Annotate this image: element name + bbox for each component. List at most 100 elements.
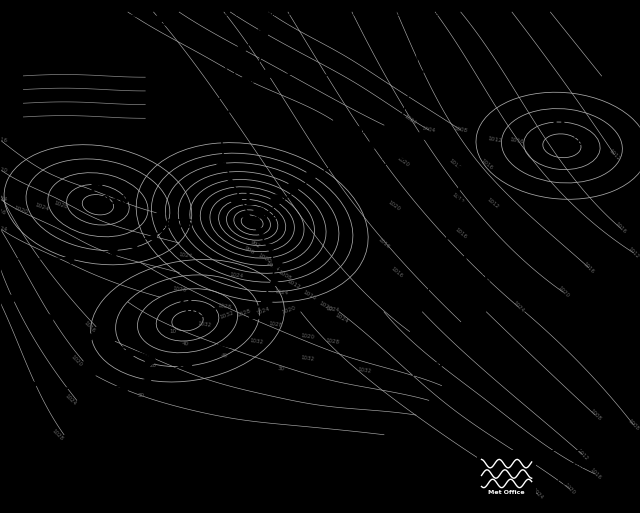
Circle shape	[241, 77, 251, 84]
Polygon shape	[270, 279, 280, 287]
Text: 1030: 1030	[92, 194, 129, 207]
Polygon shape	[239, 81, 248, 87]
Text: H: H	[552, 117, 566, 135]
Polygon shape	[162, 370, 172, 379]
Polygon shape	[143, 446, 152, 453]
Text: 10: 10	[170, 329, 176, 334]
Text: 1028: 1028	[217, 304, 231, 310]
Text: 1012: 1012	[576, 448, 589, 461]
Circle shape	[231, 196, 241, 203]
Text: 40: 40	[31, 63, 40, 72]
Text: 1020: 1020	[13, 205, 29, 214]
Polygon shape	[415, 67, 424, 74]
Polygon shape	[236, 326, 246, 334]
Polygon shape	[118, 384, 129, 392]
Circle shape	[154, 16, 163, 23]
Circle shape	[287, 67, 296, 74]
Text: 1008: 1008	[589, 408, 602, 422]
Polygon shape	[201, 351, 211, 359]
Polygon shape	[441, 248, 450, 255]
Polygon shape	[259, 18, 268, 25]
Text: L: L	[110, 416, 120, 434]
Polygon shape	[417, 51, 426, 58]
Text: 60N: 60N	[8, 87, 22, 92]
Bar	[477, 450, 536, 498]
Text: 1020: 1020	[0, 166, 7, 173]
Polygon shape	[220, 111, 229, 119]
Text: 1016: 1016	[614, 222, 627, 235]
Polygon shape	[125, 443, 133, 449]
Text: 1032: 1032	[300, 355, 314, 362]
Text: 1016: 1016	[390, 266, 404, 279]
Polygon shape	[446, 232, 456, 239]
Text: 1016: 1016	[0, 206, 6, 215]
Text: in kt for 4.0 hPa intervals: in kt for 4.0 hPa intervals	[28, 54, 134, 63]
Text: L: L	[435, 191, 445, 209]
Polygon shape	[28, 381, 38, 389]
Text: 25: 25	[54, 123, 63, 131]
Polygon shape	[405, 100, 414, 107]
Polygon shape	[230, 61, 240, 67]
Polygon shape	[240, 211, 250, 218]
Text: 1032: 1032	[358, 367, 372, 374]
Text: 70N: 70N	[8, 73, 22, 79]
Text: 40: 40	[220, 353, 228, 359]
Circle shape	[44, 315, 53, 323]
Polygon shape	[456, 200, 465, 207]
Polygon shape	[184, 22, 193, 29]
Text: Geostrophic wind scale: Geostrophic wind scale	[17, 44, 145, 53]
Polygon shape	[454, 150, 464, 156]
Text: 1004: 1004	[265, 261, 280, 272]
Polygon shape	[459, 183, 468, 190]
Text: 1032: 1032	[220, 310, 235, 320]
Polygon shape	[435, 264, 445, 271]
Polygon shape	[128, 242, 137, 250]
Polygon shape	[65, 257, 75, 264]
Circle shape	[221, 86, 230, 94]
Text: 1020: 1020	[318, 300, 333, 312]
Polygon shape	[201, 447, 209, 453]
Polygon shape	[413, 34, 423, 42]
Polygon shape	[225, 179, 234, 186]
Polygon shape	[73, 389, 84, 397]
Text: 1016: 1016	[83, 320, 96, 333]
Text: L: L	[406, 344, 417, 362]
Text: 1008: 1008	[454, 126, 468, 134]
Polygon shape	[248, 32, 257, 38]
Circle shape	[24, 305, 33, 313]
Text: 30: 30	[138, 393, 144, 398]
Text: 1020: 1020	[70, 354, 83, 368]
Polygon shape	[410, 84, 419, 91]
Polygon shape	[51, 386, 61, 394]
Text: 1012: 1012	[463, 272, 500, 285]
Polygon shape	[459, 166, 468, 173]
Polygon shape	[163, 448, 171, 455]
Text: 1028: 1028	[51, 428, 64, 442]
Circle shape	[189, 29, 198, 36]
Polygon shape	[452, 216, 461, 223]
Polygon shape	[212, 46, 221, 52]
Text: Met Office: Met Office	[488, 490, 525, 496]
Polygon shape	[400, 116, 409, 123]
Text: 1004: 1004	[422, 126, 436, 134]
Polygon shape	[87, 254, 97, 261]
Circle shape	[348, 147, 358, 155]
Text: 80: 80	[23, 123, 33, 131]
Circle shape	[172, 22, 181, 28]
Circle shape	[271, 195, 282, 203]
Text: 1020: 1020	[396, 156, 410, 168]
Polygon shape	[238, 46, 248, 52]
Text: 1008: 1008	[627, 418, 640, 431]
Circle shape	[5, 295, 15, 303]
Bar	[24, 71, 145, 123]
Text: 1012: 1012	[408, 361, 445, 374]
Text: 1016: 1016	[479, 158, 493, 171]
Text: 1024: 1024	[326, 306, 340, 313]
Text: 1032: 1032	[198, 321, 212, 328]
Circle shape	[145, 357, 155, 364]
Text: 20: 20	[150, 363, 157, 368]
Polygon shape	[220, 339, 230, 347]
Text: 1032: 1032	[249, 338, 263, 345]
Polygon shape	[6, 376, 17, 384]
Text: 1024: 1024	[230, 271, 244, 279]
